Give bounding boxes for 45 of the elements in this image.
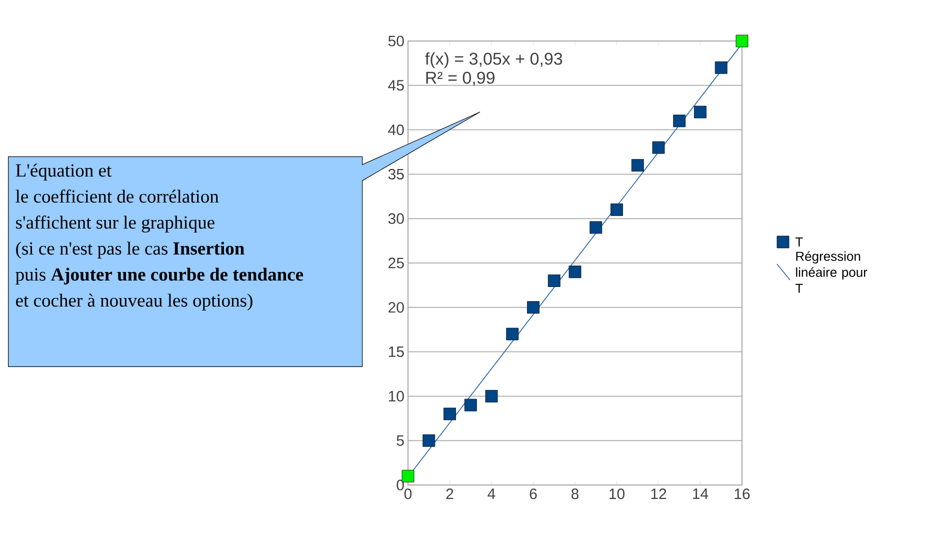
point xyxy=(631,159,644,172)
text: et cocher à nouveau les options) xyxy=(16,294,252,310)
point xyxy=(673,114,686,128)
x-tick-label: 16 xyxy=(734,488,750,500)
y-tick-label: 45 xyxy=(388,80,404,91)
x-tick-label: 14 xyxy=(693,488,708,499)
x-tick-label: 12 xyxy=(651,488,666,499)
text: L'équation et xyxy=(16,164,112,180)
point xyxy=(485,390,498,402)
point xyxy=(506,328,519,340)
point xyxy=(527,301,540,314)
y-tick-label: 25 xyxy=(388,258,404,268)
annotation: R² = 0,99 xyxy=(426,72,494,86)
y-tick-label: 5 xyxy=(396,435,404,446)
y-tick-label: 40 xyxy=(388,124,404,136)
point xyxy=(714,61,728,74)
point xyxy=(422,434,436,447)
x-tick-label: 8 xyxy=(571,488,579,500)
y-tick-label: 15 xyxy=(388,346,404,358)
x-tick-label: 0 xyxy=(404,488,412,500)
text: puis Ajouter une courbe de tendance xyxy=(16,268,304,284)
y-tick-label: 50 xyxy=(388,36,404,46)
point xyxy=(548,274,560,287)
y-tick-label: 30 xyxy=(388,213,404,224)
y-tick-label: 35 xyxy=(388,168,404,180)
point xyxy=(652,141,665,154)
point xyxy=(610,204,623,216)
x-tick-label: 6 xyxy=(530,488,537,500)
text: s'affichent sur le graphique xyxy=(16,216,214,233)
text: le coefficient de corrélation xyxy=(16,190,219,203)
x-tick-label: 10 xyxy=(610,488,624,500)
legend-label: Régression linéaire pour T xyxy=(795,251,868,293)
point xyxy=(568,266,582,278)
x-tick-label: 4 xyxy=(488,488,496,499)
point xyxy=(464,398,477,412)
point xyxy=(694,106,706,118)
point xyxy=(736,34,748,48)
point xyxy=(590,221,602,234)
x-tick-label: 2 xyxy=(446,488,454,499)
legend-label: T xyxy=(795,238,803,246)
annotation: f(x) = 3,05x + 0,93 xyxy=(425,52,562,68)
y-tick-label: 10 xyxy=(388,390,404,402)
point xyxy=(444,408,456,420)
text: (si ce n'est pas le cas Insertion xyxy=(16,242,244,258)
y-tick-label: 20 xyxy=(388,302,404,313)
